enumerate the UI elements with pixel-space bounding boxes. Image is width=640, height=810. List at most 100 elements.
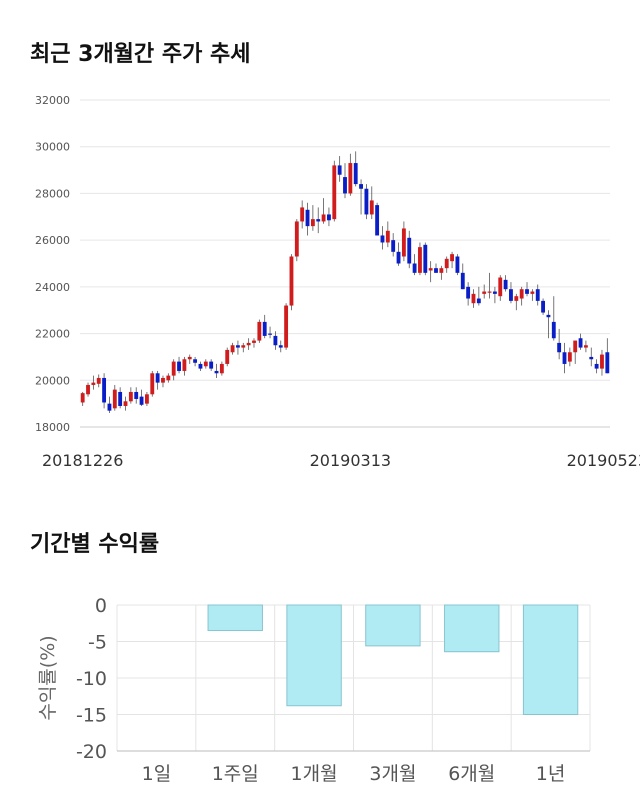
candle-body xyxy=(337,165,342,175)
candle-body xyxy=(284,305,289,348)
x-tick-label: 1년 xyxy=(536,763,566,785)
candle-body xyxy=(525,289,529,294)
candle-body xyxy=(118,391,123,406)
candle-body xyxy=(225,349,230,364)
candle-body xyxy=(193,359,198,363)
candle-body xyxy=(396,251,401,264)
x-tick-label: 1주일 xyxy=(212,763,259,785)
candle-body xyxy=(316,219,321,222)
candle-body xyxy=(503,279,508,290)
candle-body xyxy=(177,361,181,371)
candle-body xyxy=(546,314,551,318)
candle-body xyxy=(573,340,578,353)
candle-body xyxy=(583,345,588,348)
candle-body xyxy=(80,393,85,403)
y-tick-label: -15 xyxy=(76,705,107,727)
candle-body xyxy=(530,291,535,294)
candle-body xyxy=(498,277,503,297)
candle-body xyxy=(128,391,133,402)
y-tick-label: 22000 xyxy=(35,328,70,341)
candle-body xyxy=(187,356,192,360)
candle-body xyxy=(246,342,251,346)
y-tick-label: -10 xyxy=(76,668,107,690)
candle-body xyxy=(492,291,497,294)
y-tick-label: 26000 xyxy=(35,234,70,247)
candle-body xyxy=(107,403,112,411)
candle-body xyxy=(310,219,315,227)
candle-body xyxy=(123,401,128,406)
return-bar xyxy=(522,604,579,715)
return-bar xyxy=(286,604,342,707)
return-bar xyxy=(207,604,263,632)
x-tick-label: 6개월 xyxy=(448,763,495,785)
candle-body xyxy=(294,221,299,257)
x-tick-label: 3개월 xyxy=(369,763,416,785)
candle-body xyxy=(86,384,90,395)
candle-body xyxy=(589,356,594,360)
candle-body xyxy=(203,361,208,367)
candle-body xyxy=(578,338,583,348)
candle-body xyxy=(278,345,283,348)
candle-body xyxy=(161,377,165,383)
y-tick-label: 32000 xyxy=(35,94,70,107)
candle-body xyxy=(305,209,310,227)
x-tick-label: 20190523 xyxy=(567,451,640,470)
candle-body xyxy=(182,359,187,371)
candle-body xyxy=(594,363,599,369)
candle-body xyxy=(455,256,460,273)
x-tick-label: 20181226 xyxy=(42,451,123,470)
candle-body xyxy=(257,321,262,341)
candle-body xyxy=(359,184,363,189)
y-tick-label: 30000 xyxy=(35,141,70,154)
candle-body xyxy=(439,268,444,273)
returns-title: 기간별 수익률 xyxy=(30,532,160,557)
candle-body xyxy=(471,293,476,304)
candle-body xyxy=(364,188,369,215)
candle-body xyxy=(369,200,374,215)
candle-body xyxy=(460,272,465,290)
candle-body xyxy=(412,263,417,273)
candle-body xyxy=(236,345,240,348)
x-tick-label: 1일 xyxy=(142,763,172,785)
candle-body xyxy=(450,254,454,262)
candle-body xyxy=(343,177,347,194)
return-bar xyxy=(365,604,421,647)
candle-body xyxy=(418,247,422,273)
x-tick-label: 20190313 xyxy=(310,451,391,470)
candle-body xyxy=(562,352,567,364)
candle-body xyxy=(487,291,492,293)
candle-body xyxy=(444,258,449,269)
candle-body xyxy=(551,321,556,339)
candle-body xyxy=(268,333,272,335)
candle-body xyxy=(273,335,278,346)
candle-body xyxy=(391,240,396,252)
candle-body xyxy=(166,375,171,381)
y-tick-label: -5 xyxy=(88,632,107,654)
candle-body xyxy=(509,289,513,301)
candle-body xyxy=(557,342,562,353)
candle-body xyxy=(353,163,358,185)
return-bar xyxy=(444,604,500,653)
candle-body xyxy=(171,361,176,376)
y-tick-label: 28000 xyxy=(35,187,70,200)
price-trend-title: 최근 3개월간 주가 추세 xyxy=(30,42,251,67)
candle-body xyxy=(600,354,604,369)
candle-body xyxy=(150,373,155,395)
candle-body xyxy=(289,256,294,306)
candle-body xyxy=(519,289,524,299)
candle-body xyxy=(535,289,540,301)
candle-body xyxy=(476,298,481,304)
candle-body xyxy=(219,363,224,374)
candle-body xyxy=(230,345,235,353)
candle-body xyxy=(214,370,219,374)
candle-body xyxy=(155,373,160,383)
y-tick-label: 20000 xyxy=(35,374,70,387)
candle-body xyxy=(144,394,149,404)
candle-body xyxy=(134,391,139,399)
candle-body xyxy=(514,296,519,301)
candle-body xyxy=(375,205,380,236)
x-tick-label: 1개월 xyxy=(291,763,338,785)
candle-body xyxy=(321,214,326,222)
candle-body xyxy=(434,268,438,273)
